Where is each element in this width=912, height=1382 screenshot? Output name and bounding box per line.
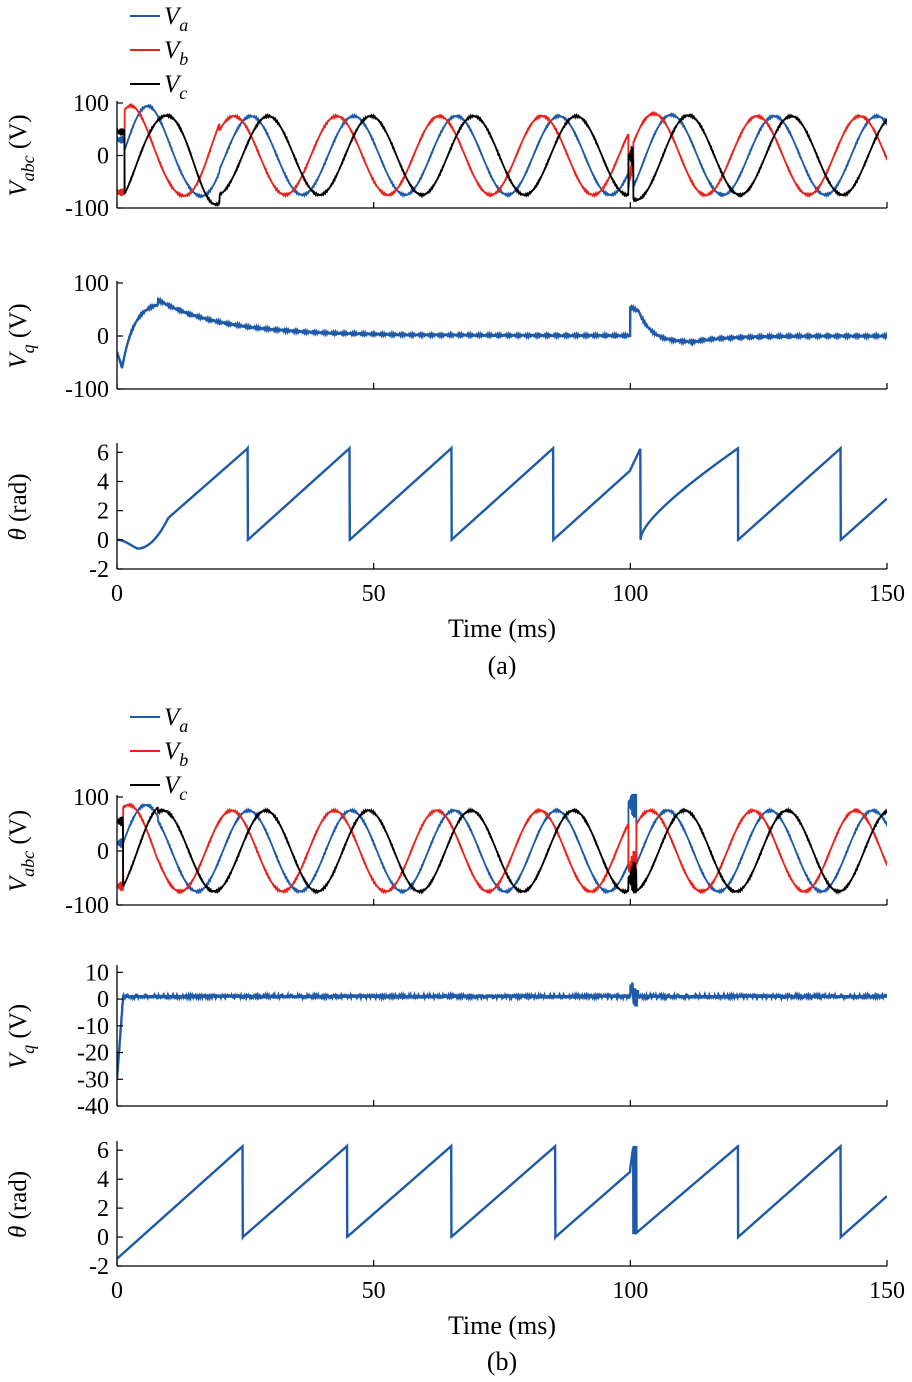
series-line-va: [117, 103, 887, 199]
panel-b-1: 100 0 -100 Vabc (V): [5, 785, 888, 919]
y-tick-label: 0: [97, 987, 109, 1013]
x-tick-label: 0: [111, 1278, 123, 1304]
series-line-vc: [117, 112, 887, 208]
panel-a-2: 100 0 -100 Vq (V): [5, 271, 888, 403]
series-line-vb: [117, 102, 887, 199]
y-label-unit: (rad): [5, 1171, 32, 1226]
y-label-main: θ: [5, 1226, 32, 1238]
y-label-main: V: [5, 351, 32, 369]
legend-main: V: [164, 738, 182, 765]
y-tick-label: -40: [77, 1094, 109, 1120]
y-axis-label: Vq (V): [5, 303, 38, 368]
y-tick-label: 100: [73, 91, 109, 117]
legend-subscript: b: [179, 49, 188, 69]
legend-main: V: [164, 772, 182, 799]
legend-main: V: [164, 71, 182, 98]
series-line-thA: [117, 444, 887, 550]
legend-subscript: c: [179, 83, 187, 103]
legend-subscript: a: [179, 716, 188, 736]
x-tick-label: 150: [869, 1278, 905, 1304]
legend-subscript: b: [179, 750, 188, 770]
panel-b-2: 100-10-20-30-40 Vq (V): [5, 960, 888, 1120]
x-tick-label: 0: [111, 581, 123, 607]
y-tick-label: 100: [73, 271, 109, 297]
y-axis-label: θ (rad): [5, 1171, 32, 1238]
legend-label-va: Va: [164, 704, 188, 736]
y-label-main: V: [5, 1051, 32, 1069]
legend-label-vc: Vc: [164, 71, 187, 103]
y-label-unit: (V): [5, 114, 32, 155]
legend-label-vb: Vb: [164, 37, 188, 69]
legend-main: V: [164, 37, 182, 64]
caption-b: (b): [487, 1347, 517, 1376]
legend-subscript: c: [179, 784, 187, 804]
y-label-unit: (V): [5, 1004, 32, 1045]
y-axis-label: Vabc (V): [5, 810, 38, 892]
y-tick-label: 4: [97, 1167, 109, 1193]
x-tick-label: 150: [869, 581, 905, 607]
x-axis-label: Time (ms): [448, 1311, 556, 1340]
y-tick-label: 0: [97, 1225, 109, 1251]
y-label-main: V: [5, 874, 32, 892]
y-label-subscript: q: [18, 1045, 38, 1054]
y-tick-label: 0: [97, 839, 109, 865]
y-label-main: V: [5, 179, 32, 197]
x-tick-label: 100: [612, 1278, 648, 1304]
y-tick-label: 100: [73, 785, 109, 811]
panel-a-1: 100 0 -100 Vabc (V): [5, 91, 888, 222]
y-axis-label: θ (rad): [5, 473, 32, 540]
series-line-vqB: [117, 982, 887, 1080]
y-tick-label: 0: [97, 144, 109, 170]
x-axis-label: Time (ms): [448, 614, 556, 643]
series-line-vc: [117, 806, 887, 895]
caption-a: (a): [488, 651, 517, 680]
y-tick-label: -100: [65, 196, 109, 222]
y-label-unit: (V): [5, 810, 32, 851]
y-tick-label: 6: [97, 440, 109, 466]
y-axis-label: Vabc (V): [5, 114, 38, 196]
y-tick-label: 10: [85, 960, 109, 986]
x-tick-label: 100: [612, 581, 648, 607]
y-axis-label: Vq (V): [5, 1004, 38, 1069]
y-tick-label: 0: [97, 528, 109, 554]
y-label-subscript: abc: [18, 851, 38, 877]
legend-label-vb: Vb: [164, 738, 188, 770]
x-tick-label: 50: [362, 581, 386, 607]
legend-label-vc: Vc: [164, 772, 187, 804]
y-tick-label: 4: [97, 469, 109, 495]
y-label-main: θ: [5, 528, 32, 540]
y-tick-label: -2: [89, 557, 109, 583]
legend-main: V: [164, 3, 182, 30]
y-tick-label: 6: [97, 1138, 109, 1164]
series-line-vqA: [117, 296, 887, 369]
y-tick-label: -20: [77, 1041, 109, 1067]
y-tick-label: 2: [97, 499, 109, 525]
y-tick-label: -2: [89, 1254, 109, 1280]
x-tick-label: 50: [362, 1278, 386, 1304]
y-tick-label: -100: [65, 377, 109, 403]
series-line-thB: [117, 1143, 887, 1260]
y-label-subscript: abc: [18, 155, 38, 181]
series-line-vb: [117, 802, 887, 895]
legend-subscript: a: [179, 15, 188, 35]
y-label-subscript: q: [18, 344, 38, 353]
series-line-va: [117, 793, 887, 895]
legend-label-va: Va: [164, 3, 188, 35]
y-label-unit: (rad): [5, 473, 32, 528]
legend-main: V: [164, 704, 182, 731]
y-tick-label: -30: [77, 1067, 109, 1093]
y-tick-label: 0: [97, 324, 109, 350]
y-tick-label: 2: [97, 1196, 109, 1222]
y-tick-label: -100: [65, 893, 109, 919]
y-label-unit: (V): [5, 303, 32, 344]
y-tick-label: -10: [77, 1014, 109, 1040]
